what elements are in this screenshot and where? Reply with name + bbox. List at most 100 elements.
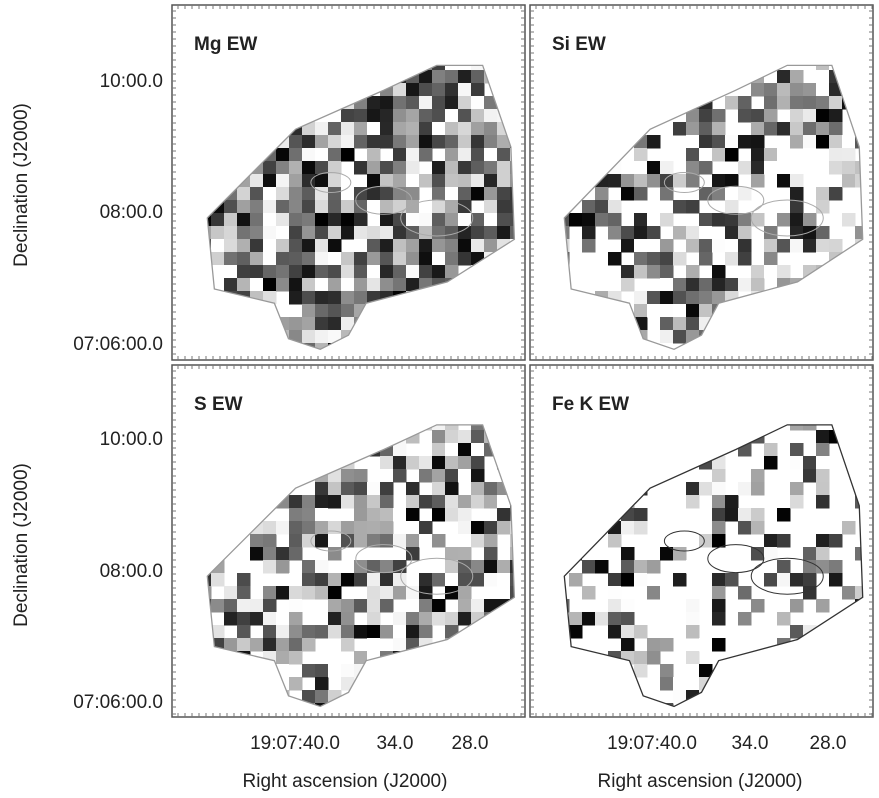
- pixel: [406, 278, 420, 292]
- pixel: [484, 495, 498, 509]
- pixel: [608, 612, 622, 626]
- pixel: [341, 664, 355, 678]
- pixel: [634, 213, 648, 227]
- pixel: [380, 135, 394, 149]
- pixel: [302, 317, 316, 331]
- y-tick-label: 07:06:00.0: [73, 334, 163, 355]
- pixel: [458, 573, 472, 587]
- pixel: [380, 174, 394, 188]
- pixel: [419, 625, 433, 639]
- pixel: [803, 239, 817, 253]
- pixel: [803, 135, 817, 149]
- pixel: [458, 430, 472, 444]
- pixel: [302, 586, 316, 600]
- pixel: [432, 456, 446, 470]
- pixel: [712, 109, 726, 123]
- pixel: [564, 226, 570, 240]
- pixel: [380, 573, 394, 587]
- pixel: [276, 200, 290, 214]
- pixel: [764, 547, 778, 561]
- pixel: [289, 226, 303, 240]
- pixel: [432, 534, 446, 548]
- pixel: [302, 625, 316, 639]
- pixel: [855, 547, 863, 561]
- pixel: [484, 599, 498, 613]
- pixel: [712, 521, 726, 535]
- pixel: [406, 109, 420, 123]
- pixel: [315, 187, 329, 201]
- pixel: [406, 122, 420, 136]
- pixel: [816, 109, 830, 123]
- pixel: [764, 83, 778, 97]
- pixel: [471, 83, 485, 97]
- pixel: [471, 495, 485, 509]
- pixel: [510, 573, 515, 587]
- pixel: [458, 161, 472, 175]
- pixel: [393, 278, 407, 292]
- pixel: [458, 213, 472, 227]
- pixel: [354, 265, 368, 279]
- pixel: [250, 638, 264, 652]
- pixel: [523, 716, 537, 730]
- x-tick-label: 28.0: [810, 733, 847, 754]
- pixel: [276, 252, 290, 266]
- pixel: [699, 278, 713, 292]
- pixel: [686, 651, 700, 665]
- pixel: [816, 122, 830, 136]
- pixel: [582, 265, 596, 279]
- pixel: [406, 135, 420, 149]
- pixel: [276, 226, 290, 240]
- pixel: [738, 96, 752, 110]
- pixel: [341, 304, 355, 318]
- pixel: [224, 239, 238, 253]
- pixel: [367, 495, 381, 509]
- pixel: [816, 96, 830, 110]
- pixel: [790, 599, 804, 613]
- pixel: [328, 213, 342, 227]
- pixel: [315, 291, 329, 305]
- pixel: [738, 239, 752, 253]
- pixel: [237, 612, 251, 626]
- pixel: [699, 664, 713, 678]
- pixel: [315, 122, 329, 136]
- pixel: [725, 148, 739, 162]
- pixel: [419, 586, 433, 600]
- pixel: [211, 573, 225, 587]
- pixel: [471, 161, 485, 175]
- pixel: [712, 291, 726, 305]
- pixel: [660, 265, 674, 279]
- pixel: [458, 534, 472, 548]
- pixel: [237, 638, 251, 652]
- pixel: [699, 161, 713, 175]
- pixel: [725, 226, 739, 240]
- pixel: [634, 521, 648, 535]
- pixel: [367, 612, 381, 626]
- pixel: [777, 96, 791, 110]
- pixel: [803, 573, 817, 587]
- pixel: [725, 573, 739, 587]
- pixel: [432, 612, 446, 626]
- pixel: [738, 213, 752, 227]
- pixel: [660, 330, 674, 344]
- pixel: [647, 213, 661, 227]
- pixel: [432, 83, 446, 97]
- pixel: [263, 560, 277, 574]
- pixel: [432, 443, 446, 457]
- pixel: [647, 239, 661, 253]
- pixel: [471, 65, 485, 71]
- pixel: [686, 495, 700, 509]
- x-tick-label: 34.0: [732, 733, 769, 754]
- pixel: [432, 200, 446, 214]
- pixel: [354, 482, 368, 496]
- pixel: [354, 109, 368, 123]
- pixel: [211, 239, 225, 253]
- pixel: [341, 638, 355, 652]
- pixel: [341, 291, 355, 305]
- pixel: [341, 317, 355, 331]
- pixel: [712, 638, 726, 652]
- contour: [355, 185, 413, 215]
- pixel: [699, 135, 713, 149]
- pixel: [738, 226, 752, 240]
- pixel: [341, 174, 355, 188]
- pixel: [458, 495, 472, 509]
